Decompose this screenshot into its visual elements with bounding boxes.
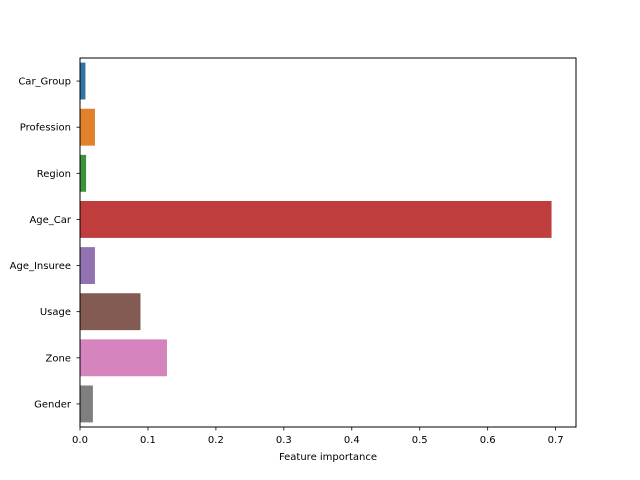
y-tick-label-car-group: Car_Group: [18, 77, 71, 88]
y-tick-label-age-car: Age_Car: [29, 215, 71, 226]
bars-group: [80, 62, 552, 423]
y-tick-label-profession: Profession: [20, 123, 71, 134]
y-tick-label-region: Region: [37, 169, 71, 180]
y-tick-label-age-insuree: Age_Insuree: [10, 261, 71, 272]
bar-age-insuree: [80, 247, 95, 285]
y-tick-label-gender: Gender: [34, 399, 72, 410]
y-tick-label-usage: Usage: [40, 307, 71, 318]
bar-usage: [80, 293, 141, 331]
x-tick-label-6: 0.6: [480, 435, 496, 446]
bar-zone: [80, 339, 167, 377]
x-tick-label-5: 0.5: [412, 435, 428, 446]
x-axis: 0.0 0.1 0.2 0.3 0.4 0.5 0.6 0.7: [72, 427, 564, 446]
bar-car-group: [80, 62, 86, 100]
y-tick-label-zone: Zone: [46, 353, 71, 364]
bar-age-car: [80, 200, 552, 238]
x-tick-label-2: 0.2: [208, 435, 224, 446]
plot-frame: [79, 57, 577, 428]
x-tick-label-7: 0.7: [548, 435, 564, 446]
y-axis: Car_Group Profession Region Age_Car Age_Insu…: [10, 77, 80, 410]
bar-region: [80, 154, 87, 192]
bar-profession: [80, 108, 95, 146]
x-axis-label: Feature importance: [279, 452, 377, 463]
x-tick-label-0: 0.0: [72, 435, 88, 446]
x-tick-label-3: 0.3: [276, 435, 292, 446]
bar-gender: [80, 385, 93, 423]
x-tick-label-1: 0.1: [140, 435, 156, 446]
x-tick-label-4: 0.4: [344, 435, 360, 446]
